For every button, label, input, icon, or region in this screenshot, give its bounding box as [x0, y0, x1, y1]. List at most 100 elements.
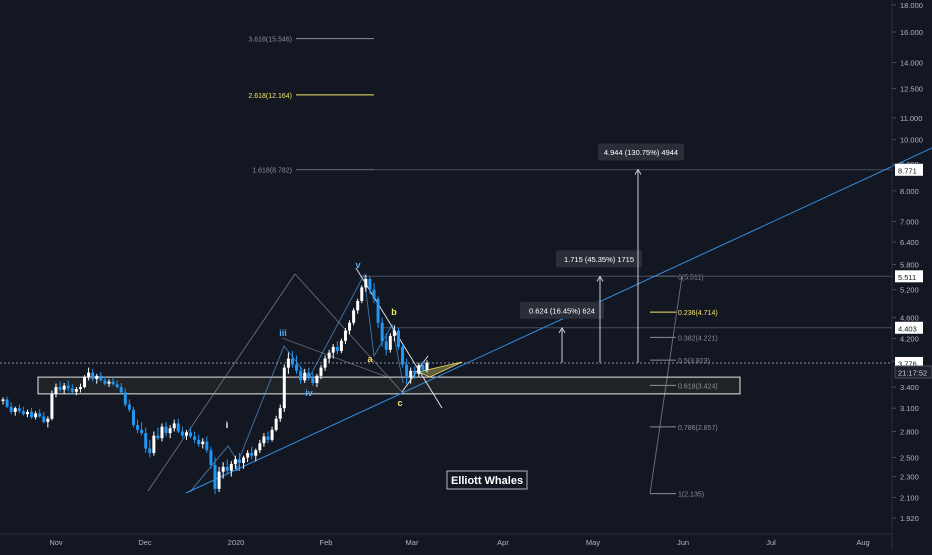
wave-label: iii: [279, 328, 287, 338]
candle-body: [213, 464, 217, 489]
fib-retracement-label: 1(2.135): [678, 492, 704, 499]
support-zone-rect: [37, 376, 741, 395]
candle-body: [299, 370, 303, 381]
candle-body: [217, 471, 221, 489]
candle-body: [172, 423, 176, 429]
candle-body: [42, 416, 46, 422]
candle-body: [180, 431, 184, 436]
candle-body: [70, 388, 74, 392]
candle-body: [184, 432, 188, 436]
fib-extension-label: 3.618(15.546): [248, 37, 292, 44]
candle-body: [368, 278, 372, 290]
candle-body: [237, 459, 241, 464]
fib-retracement-label: 0(5.511): [678, 274, 704, 281]
price-tick-label: 12.500: [900, 85, 923, 94]
candle-body: [331, 346, 335, 353]
candle-body: [303, 372, 307, 381]
price-label-text: 21:17:52: [898, 369, 927, 378]
candle-body: [164, 426, 168, 434]
candle-body: [201, 441, 205, 445]
fib-retracement-label: 0.618(3.424): [678, 383, 718, 390]
candle-body: [1, 399, 5, 401]
wave-label: c: [397, 398, 402, 408]
candle-body: [380, 322, 384, 342]
watermark-text: Elliott Whales: [451, 475, 523, 487]
candle-body: [396, 330, 400, 347]
time-axis[interactable]: Nov Dec 2020 Feb Mar Apr May Jun Jul Aug: [49, 538, 869, 547]
measure-box: [598, 143, 684, 161]
measure-label: 1.715 (45.35%) 1715: [564, 255, 634, 264]
candle-body: [99, 375, 103, 381]
measure-arrowhead: [558, 326, 566, 334]
candle-body: [262, 436, 266, 444]
candle-body: [311, 377, 315, 384]
candle-body: [409, 370, 413, 378]
wave-label: i: [226, 420, 229, 430]
candle-body: [66, 385, 70, 389]
measure-arrowhead: [596, 275, 604, 282]
candle-body: [254, 450, 258, 456]
candle-body: [315, 375, 319, 384]
price-tick-label: 14.000: [900, 59, 923, 68]
candle-body: [401, 346, 405, 365]
measure-label: 4.944 (130.75%) 4944: [604, 148, 678, 157]
candle-body: [295, 364, 299, 371]
price-label-box: [894, 365, 932, 379]
price-tick-label: 3.100: [900, 404, 919, 413]
candle-body: [95, 375, 99, 380]
candle-body: [209, 450, 213, 465]
price-label-text: 5.511: [898, 273, 916, 282]
wave-label: b: [391, 307, 397, 317]
measure-label: 0.624 (16.45%) 624: [529, 306, 595, 315]
time-tick-label: Apr: [497, 538, 509, 547]
candle-body: [30, 411, 34, 418]
candle-body: [425, 362, 429, 371]
candle-body: [87, 372, 91, 378]
price-tick-label: 2.300: [900, 473, 919, 482]
price-tick-label: 2.100: [900, 493, 919, 502]
wave-channel-line: [294, 273, 403, 393]
time-tick-label: Aug: [856, 538, 869, 547]
price-axis[interactable]: 18.00016.00014.00012.50011.00010.0009.00…: [892, 1, 932, 523]
price-tick-label: 6.400: [900, 238, 919, 247]
candle-body: [405, 364, 409, 378]
candle-body: [123, 392, 127, 405]
fib-retracement-label: 0.786(2.857): [678, 425, 718, 432]
time-tick-label: Jul: [766, 538, 776, 547]
candle-body: [17, 408, 21, 412]
candle-body: [156, 435, 160, 439]
fib-retracement-label: 0.236(4.714): [678, 310, 718, 317]
candle-body: [286, 358, 290, 368]
candle-body: [376, 298, 380, 323]
candle-body: [13, 408, 17, 412]
candle-body: [9, 406, 13, 412]
price-label-box: [895, 321, 923, 334]
measure-box: [556, 250, 642, 268]
wave-label: ii: [235, 463, 240, 473]
candle-body: [160, 426, 164, 439]
candle-body: [233, 459, 237, 465]
candle-body: [5, 399, 9, 407]
time-tick-label: Feb: [320, 538, 333, 547]
candle-body: [111, 381, 115, 385]
candle-body: [176, 423, 180, 432]
candle-body: [274, 418, 278, 430]
candle-body: [270, 429, 274, 440]
time-tick-label: May: [586, 538, 600, 547]
candle-body: [119, 387, 123, 393]
price-tick-label: 16.000: [900, 28, 923, 37]
candle-body: [250, 452, 254, 456]
candle-body: [352, 310, 356, 323]
candle-body: [91, 372, 95, 380]
candle-body: [34, 413, 38, 418]
candle-body: [54, 387, 58, 394]
candle-body: [115, 384, 119, 388]
candle-body: [384, 341, 388, 350]
candle-body: [392, 330, 396, 336]
candle-body: [360, 287, 364, 301]
candle-body: [46, 418, 50, 422]
candle-body: [62, 385, 66, 390]
